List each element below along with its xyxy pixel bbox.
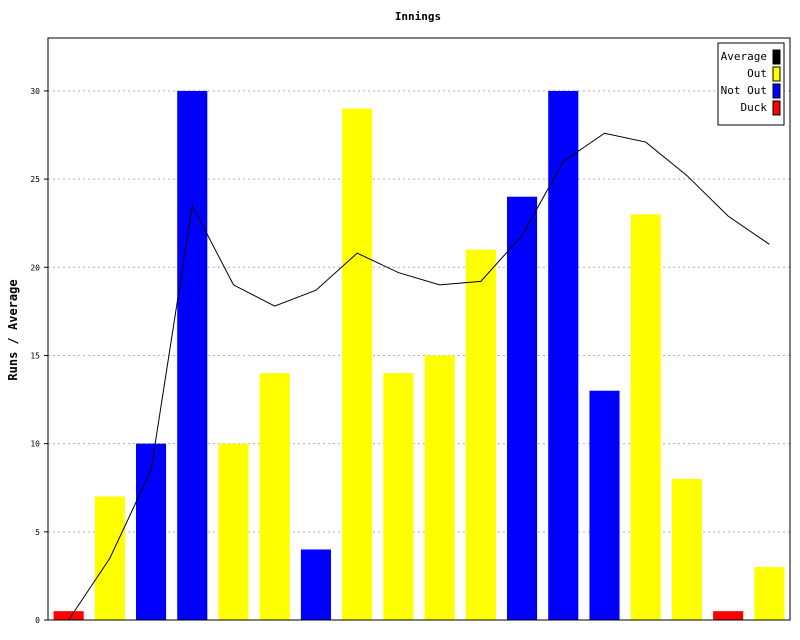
legend-swatch — [772, 66, 781, 82]
bar-out — [383, 373, 414, 620]
legend-label: Duck — [741, 101, 768, 114]
y-axis-label: Runs / Average — [6, 279, 20, 380]
bar-out — [259, 373, 290, 620]
y-tick-label: 25 — [30, 175, 40, 184]
bar-not-out — [548, 90, 579, 621]
bar-not-out — [136, 443, 167, 620]
legend-swatch — [772, 49, 781, 65]
plot-frame — [47, 37, 791, 621]
legend-label: Out — [747, 67, 767, 80]
y-tick-labels: 0 5 10 15 20 25 30 — [30, 87, 40, 625]
bar-out — [424, 355, 455, 620]
average-line — [68, 132, 770, 621]
bar-not-out — [507, 196, 538, 620]
axes — [44, 37, 791, 621]
bar-out — [465, 249, 496, 621]
average-series-line — [68, 132, 770, 621]
legend-label: Average — [721, 50, 767, 63]
legend-swatch — [772, 83, 781, 99]
bar-not-out — [300, 549, 331, 620]
bar-out — [754, 567, 785, 620]
bar-series — [53, 90, 785, 621]
chart-title: Innings — [395, 10, 441, 23]
y-tick-label: 20 — [30, 263, 40, 272]
bar-not-out — [589, 390, 620, 620]
bar-out — [342, 108, 373, 620]
bar-out — [630, 214, 661, 620]
bar-out — [671, 478, 702, 620]
bar-duck — [713, 611, 744, 620]
y-tick-label: 10 — [30, 440, 40, 449]
grid-lines — [48, 90, 790, 533]
legend-label: Not Out — [721, 84, 767, 97]
bar-out — [218, 443, 249, 620]
bar-not-out — [177, 90, 208, 621]
bar-duck — [53, 611, 84, 620]
y-tick-label: 30 — [30, 87, 40, 96]
legend: Average Out Not Out Duck — [717, 42, 785, 126]
y-tick-label: 5 — [35, 528, 40, 537]
y-tick-label: 15 — [30, 351, 40, 360]
y-tick-label: 0 — [35, 616, 40, 625]
legend-swatch — [772, 100, 781, 116]
